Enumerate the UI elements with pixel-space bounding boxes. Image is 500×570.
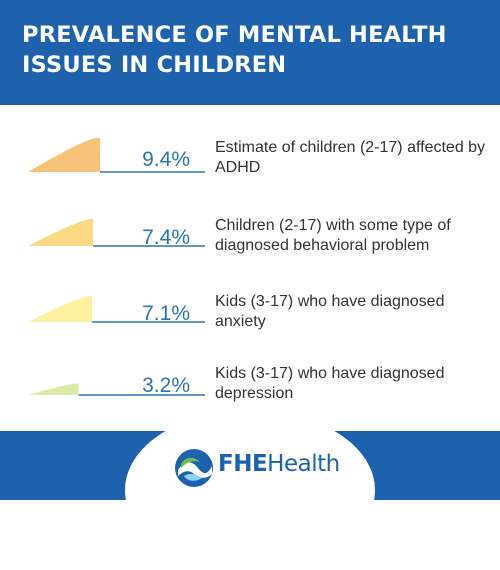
logo-wordmark: FHEHealth [218, 451, 340, 477]
wedge-mark [28, 137, 100, 172]
value-label: 7.1% [142, 302, 190, 325]
logo-badge [125, 410, 375, 570]
description-text: Children (2-17) with some type of diagno… [215, 217, 451, 254]
wedge-chart [28, 137, 205, 396]
wave-leaf-icon [175, 449, 213, 487]
value-label: 7.4% [142, 226, 190, 249]
value-label: 9.4% [142, 148, 190, 171]
description-text: Estimate of children (2-17) affected by … [215, 139, 486, 176]
stat-rows: 9.4% Estimate of children (2-17) affecte… [0, 130, 500, 426]
header-banner: PREVALENCE OF MENTAL HEALTH ISSUES IN CH… [0, 0, 500, 105]
stat-row-anxiety: 7.1% Kids (3-17) who have diagnosed anxi… [0, 284, 500, 354]
page-title: PREVALENCE OF MENTAL HEALTH ISSUES IN CH… [22, 22, 447, 78]
value-label: 3.2% [142, 374, 190, 397]
stat-row-depression: 3.2% Kids (3-17) who have diagnosed depr… [0, 356, 500, 426]
description-text: Kids (3-17) who have diagnosed depressio… [215, 365, 445, 402]
stat-row-behavioral: 7.4% Children (2-17) with some type of d… [0, 208, 500, 278]
wedge-mark [28, 383, 79, 395]
logo-brand: FHE [218, 451, 268, 477]
description-text: Kids (3-17) who have diagnosed anxiety [215, 293, 445, 330]
logo-suffix: Health [267, 451, 340, 477]
wedge-mark [28, 219, 94, 246]
wedge-mark [28, 296, 93, 322]
stat-row-adhd: 9.4% Estimate of children (2-17) affecte… [0, 130, 500, 200]
